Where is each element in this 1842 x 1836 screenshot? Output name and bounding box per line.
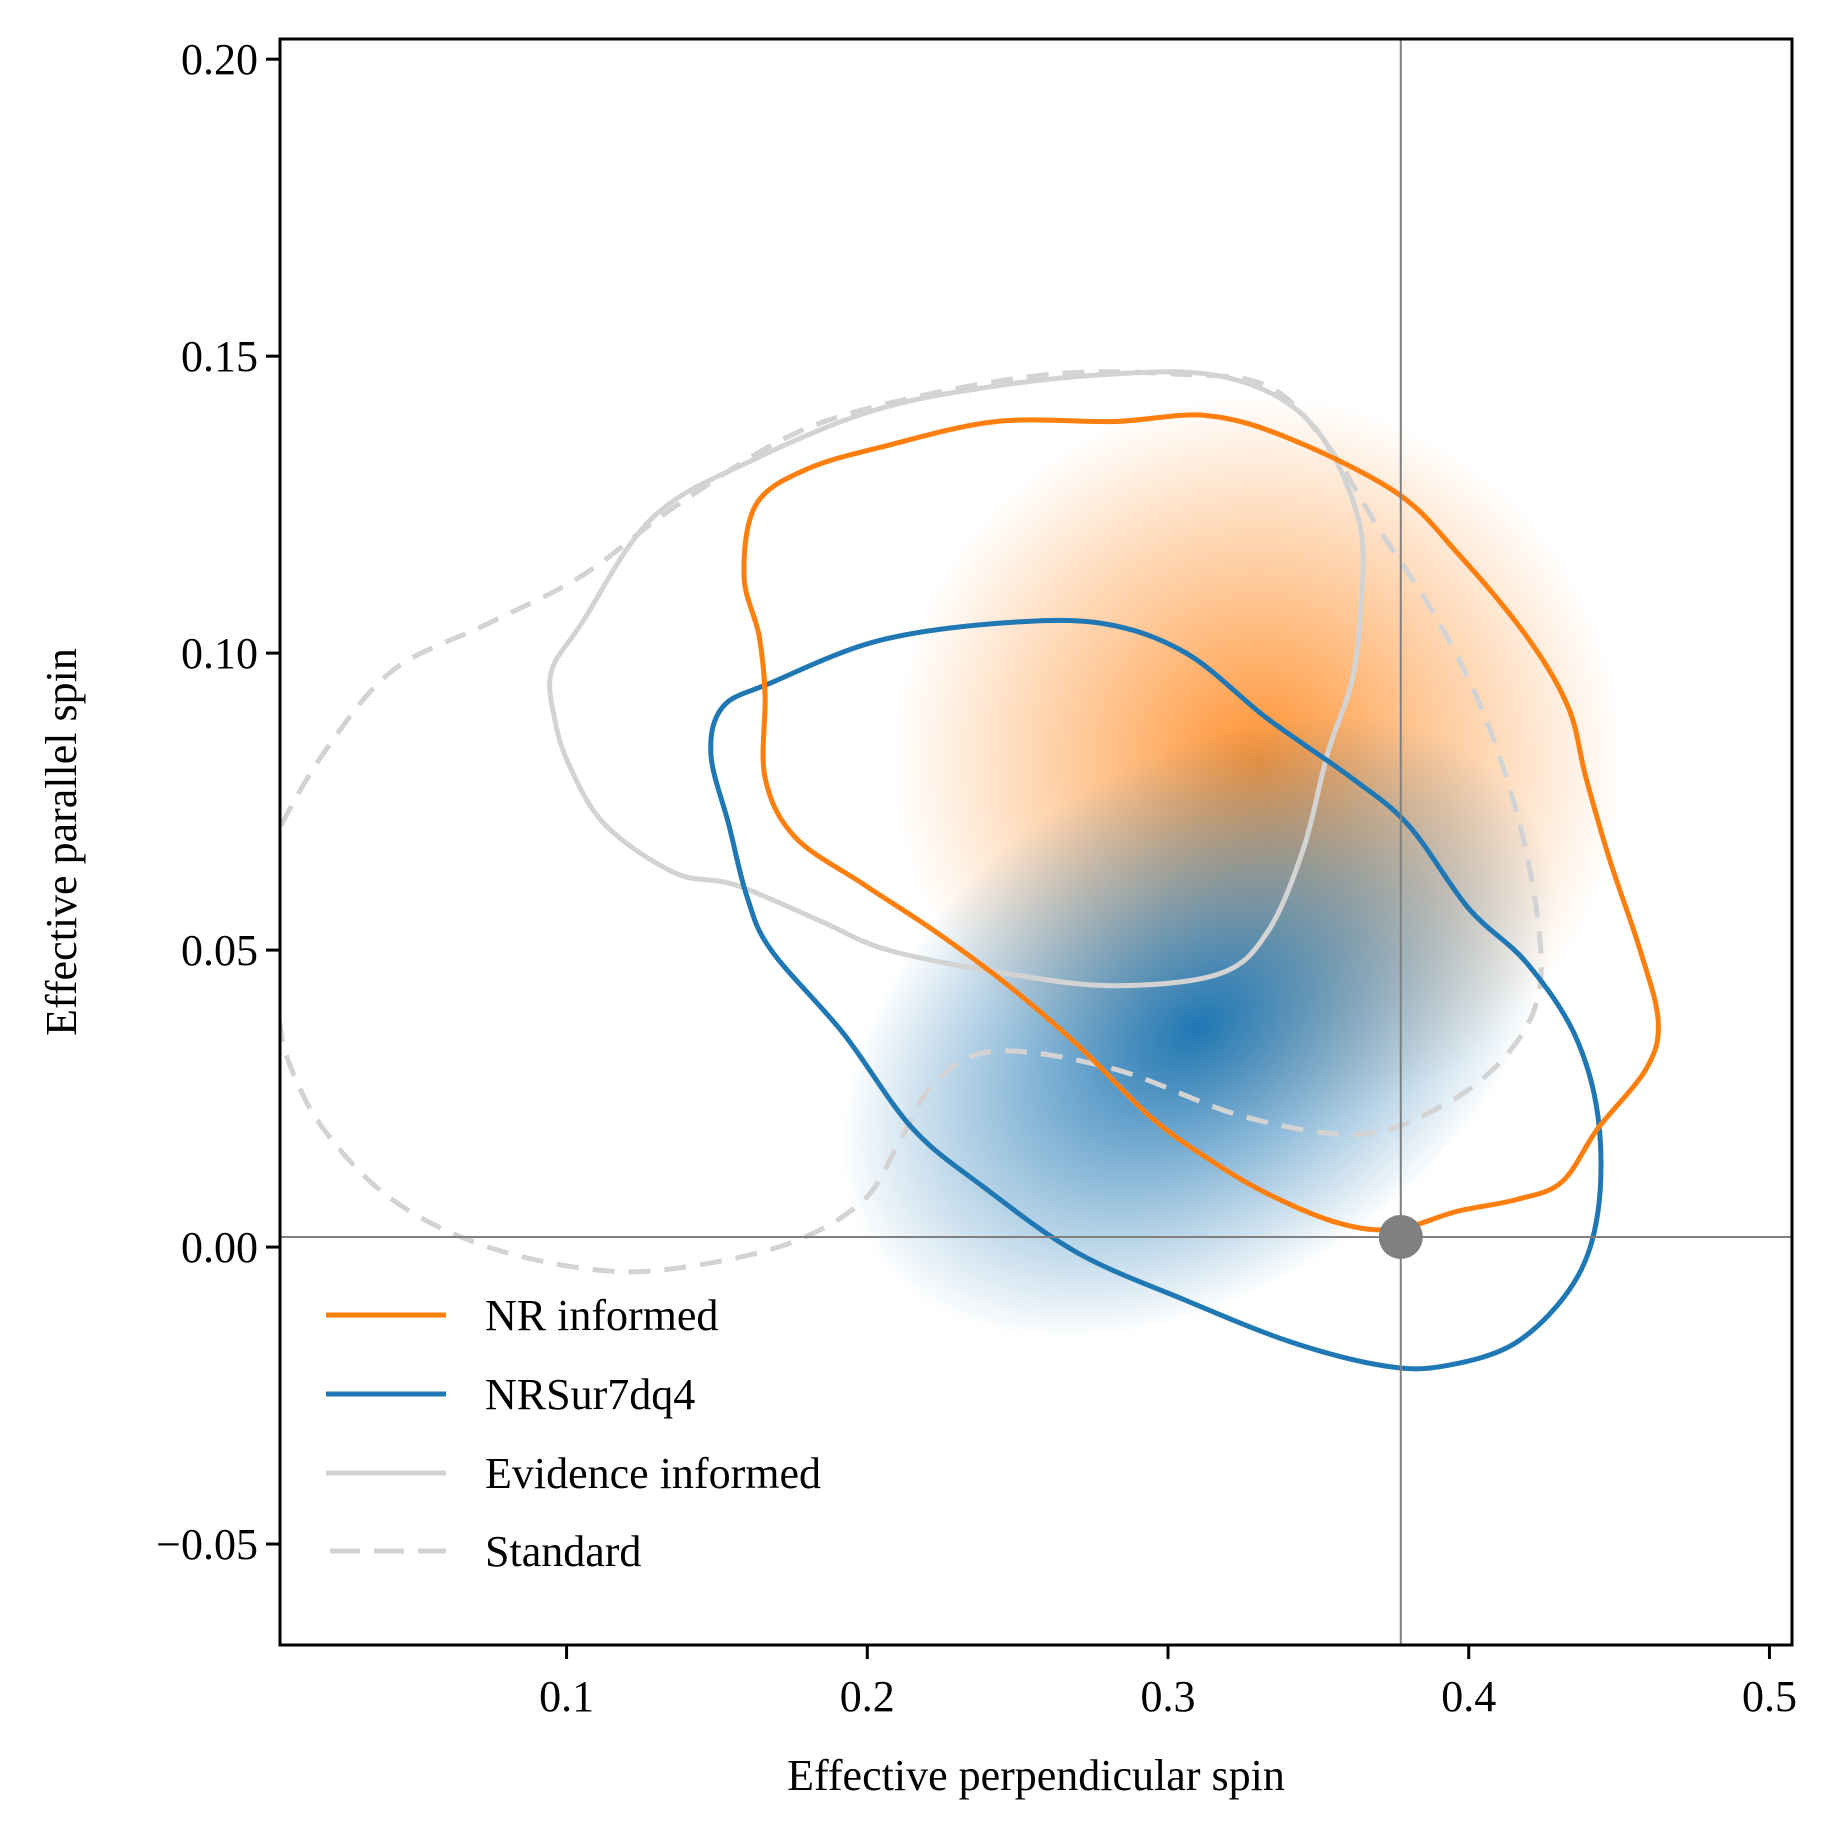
density-layer — [840, 394, 1623, 1340]
y-tick-label: 0.20 — [181, 35, 258, 84]
legend-label: Evidence informed — [485, 1449, 821, 1498]
x-tick-label: 0.2 — [840, 1672, 895, 1721]
y-tick-label: 0.15 — [181, 332, 258, 381]
nrsur7dq4-contour — [708, 617, 1604, 1372]
x-tick-label: 0.1 — [539, 1672, 594, 1721]
x-tick-label: 0.3 — [1141, 1672, 1196, 1721]
x-axis-ticks: 0.1 0.2 0.3 0.4 0.5 — [539, 1645, 1797, 1721]
legend: NR informed NRSur7dq4 Evidence informed Sta… — [326, 1291, 821, 1576]
legend-item-nr-informed: NR informed — [326, 1291, 718, 1340]
axes-frame — [278, 37, 1794, 1647]
y-axis-label: Effective parallel spin — [37, 648, 86, 1036]
legend-label: NRSur7dq4 — [485, 1370, 695, 1419]
legend-item-evidence-informed: Evidence informed — [326, 1449, 821, 1498]
x-axis-label: Effective perpendicular spin — [787, 1751, 1285, 1800]
plot-area — [280, 39, 1792, 1645]
legend-label: NR informed — [485, 1291, 718, 1340]
reference-point-marker — [1378, 1214, 1423, 1259]
evidence-informed-contour — [547, 369, 1366, 989]
y-axis-ticks: −0.05 0.00 0.05 0.10 0.15 0.20 — [156, 35, 280, 1569]
contour-layer — [280, 369, 1661, 1372]
y-tick-label: 0.00 — [181, 1223, 258, 1272]
y-tick-label: 0.05 — [181, 926, 258, 975]
standard-contour — [280, 369, 1544, 1275]
x-tick-label: 0.5 — [1742, 1672, 1797, 1721]
x-tick-label: 0.4 — [1441, 1672, 1496, 1721]
y-tick-label: −0.05 — [156, 1520, 258, 1569]
nr-informed-contour — [741, 412, 1661, 1233]
nrsur7dq4-density — [840, 714, 1557, 1340]
y-tick-label: 0.10 — [181, 629, 258, 678]
legend-item-nrsur7dq4: NRSur7dq4 — [326, 1370, 695, 1419]
legend-item-standard: Standard — [330, 1527, 641, 1576]
legend-label: Standard — [485, 1527, 641, 1576]
